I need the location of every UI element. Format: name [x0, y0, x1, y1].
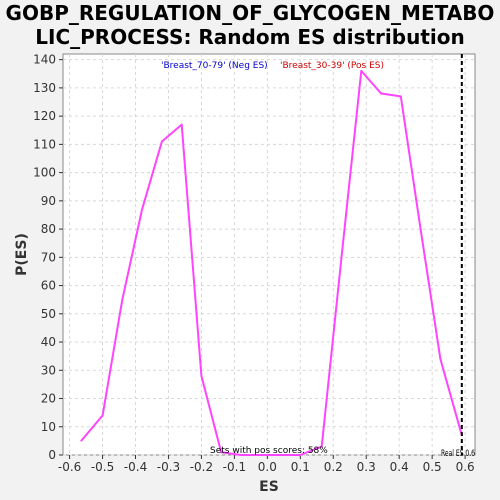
data-point: [279, 454, 282, 456]
pos-es-label: 'Breast_30-39' (Pos ES): [280, 61, 384, 71]
x-tick-label: 0.2: [324, 460, 343, 474]
y-tick-label: 80: [41, 222, 56, 236]
x-tick-label: -0.2: [190, 460, 213, 474]
data-point: [180, 123, 183, 126]
grid: [63, 54, 475, 456]
y-tick-label: 20: [41, 392, 56, 406]
data-point: [340, 256, 343, 259]
x-tick-label: 0.5: [423, 460, 442, 474]
x-tick-label: 0.0: [258, 460, 277, 474]
data-point: [400, 95, 402, 98]
axes: -0.6 -0.5 -0.4 -0.3 -0.2 -0.1 0.0 0.1 0.2 0.3 0.4 0…: [33, 53, 475, 474]
neg-es-label: 'Breast_70-79' (Neg ES): [161, 61, 268, 71]
pos-scores-annotation: Sets with pos scores: 58%: [210, 446, 328, 456]
series-layer: [80, 69, 463, 456]
x-tick-label: -0.5: [91, 460, 114, 474]
y-tick-label: 90: [41, 194, 56, 208]
plot-background: [62, 53, 476, 456]
y-tick-label: 30: [41, 363, 56, 377]
data-point: [259, 454, 262, 456]
y-tick-label: 40: [41, 335, 56, 349]
x-axis-label: ES: [259, 479, 279, 495]
data-point: [380, 92, 382, 95]
data-point: [161, 140, 163, 143]
y-tick-label: 70: [41, 250, 56, 264]
x-tick-label: 0.1: [291, 460, 310, 474]
y-tick-label: 110: [33, 137, 56, 151]
y-tick-label: 0: [48, 448, 56, 462]
x-tick-label: 0.4: [390, 460, 409, 474]
x-tick-label: -0.3: [157, 460, 180, 474]
data-point: [220, 451, 223, 453]
y-tick-label: 100: [33, 166, 56, 180]
data-point: [439, 358, 442, 360]
y-tick-label: 50: [41, 307, 56, 321]
y-tick-label: 60: [41, 279, 56, 293]
es-distribution-line: [80, 69, 463, 456]
y-tick-label: 140: [33, 53, 56, 67]
data-point: [320, 445, 323, 448]
x-tick-label: -0.6: [58, 460, 81, 474]
y-tick-label: 130: [33, 81, 56, 95]
chart-title-line-2: LIC_PROCESS: Random ES distribution: [35, 25, 465, 49]
y-tick-label: 120: [33, 109, 56, 123]
data-point: [419, 228, 422, 230]
y-axis-label: P(ES): [14, 233, 30, 276]
x-tick-label: 0.6: [456, 460, 475, 474]
data-point: [240, 454, 242, 456]
y-tick-label: 10: [41, 420, 56, 434]
data-point: [80, 440, 82, 442]
x-tick-label: 0.3: [357, 460, 376, 474]
data-point: [101, 414, 104, 417]
real-es-annotation: Real ES 0.6: [441, 449, 475, 459]
x-tick-label: -0.4: [124, 460, 147, 474]
data-point: [141, 208, 143, 211]
x-tick-label: -0.1: [223, 460, 246, 474]
data-point: [200, 375, 203, 377]
data-point: [121, 298, 124, 301]
data-point: [299, 454, 302, 456]
chart-title-line-1: GOBP_REGULATION_OF_GLYCOGEN_METABO: [5, 1, 495, 25]
data-point: [360, 70, 363, 72]
